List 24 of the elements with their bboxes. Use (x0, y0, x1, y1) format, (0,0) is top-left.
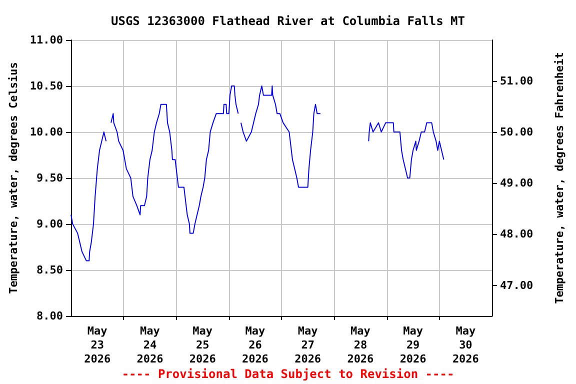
chart-title: USGS 12363000 Flathead River at Columbia Falls MT (110, 14, 466, 28)
y2-tick-label: 47.00 (500, 278, 534, 292)
y2-axis-title: Temperature, water, degrees Fahrenheit (553, 52, 566, 304)
y-tick-label: 8.50 (36, 264, 64, 276)
x-tick-label: May 30 2026 (452, 324, 480, 366)
y2-tick-label: 51.00 (500, 74, 534, 88)
x-tick-label: May 24 2026 (136, 324, 164, 366)
y2-tick-label: 48.00 (500, 228, 534, 241)
y-tick-label: 11.00 (30, 34, 64, 46)
y-tick-label: 9.50 (36, 172, 64, 184)
x-tick-label: May 29 2026 (400, 324, 427, 366)
x-tick-label: May 23 2026 (84, 324, 111, 366)
y-tick-label: 9.00 (36, 218, 64, 230)
y2-tick-label: 49.00 (500, 176, 534, 190)
y-tick-label: 8.00 (36, 310, 64, 322)
x-tick-label: May 28 2026 (347, 324, 374, 366)
text: ---- Provisional Data Subject to Revision ---- (122, 367, 454, 381)
y-tick-label: 10.50 (30, 80, 64, 92)
y-axis-title: Temperature, water, degrees Celsius (7, 62, 20, 294)
x-tick-label: May 26 2026 (242, 324, 269, 366)
y-tick-label: 10.00 (30, 126, 64, 138)
x-tick-label: May 27 2026 (294, 324, 322, 366)
x-tick-label: May 25 2026 (189, 324, 216, 366)
y2-tick-label: 50.00 (500, 126, 534, 138)
